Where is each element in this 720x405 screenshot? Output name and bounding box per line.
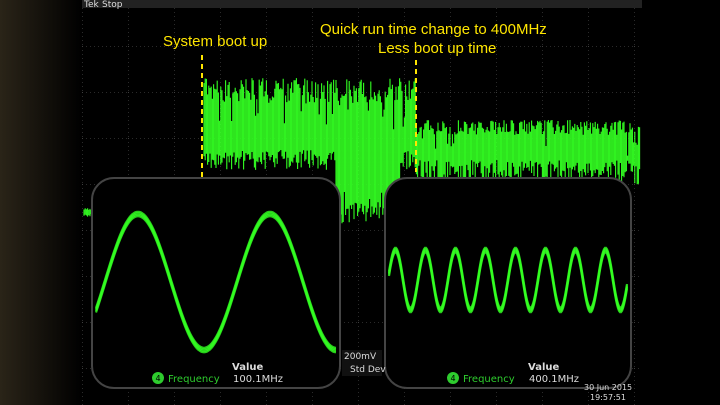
annotation: Less boot up time [378,40,496,57]
annotation: System boot up [163,33,267,50]
readout: 200mV [344,352,377,362]
brand: Tek [83,0,100,10]
readout: Std Dev [350,365,386,375]
date: 30 Jun 2015 [584,383,632,392]
inset-heading: Value [232,362,263,373]
sine-trace [94,215,337,354]
inset-waves [94,210,629,354]
measure: Frequency [463,374,515,385]
reading: 400.1MHz [529,374,579,385]
top-bar [82,0,642,8]
channel: 4 [155,374,160,383]
status: Stop [102,0,123,10]
slide-edge [0,0,82,405]
inset-heading: Value [528,362,559,373]
channel-badge [447,372,459,384]
sine-trace [387,251,629,314]
annotation: Quick run time change to 400MHz [320,21,547,38]
reading: 100.1MHz [233,374,283,385]
measure: Frequency [168,374,220,385]
time: 19:57:51 [590,393,626,402]
readout-box [342,350,382,376]
channel: 4 [450,374,455,383]
channel-badge [152,372,164,384]
